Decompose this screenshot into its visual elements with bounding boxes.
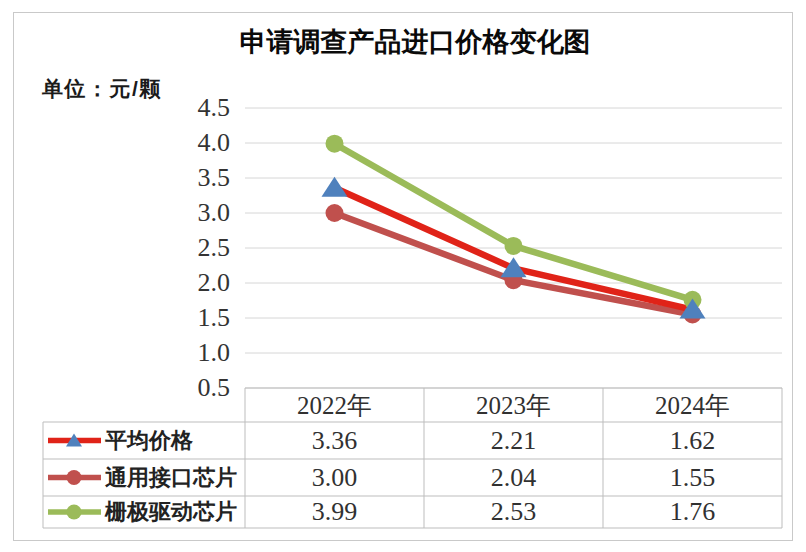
- ytick-label: 4.5: [150, 92, 230, 124]
- table-cell-0-2: 1.62: [603, 422, 782, 459]
- table-header-0: 2022年: [245, 389, 424, 423]
- series-marker-2: [326, 135, 344, 153]
- legend-label-0: 平均价格: [105, 422, 243, 459]
- ytick-label: 2.0: [150, 267, 230, 299]
- ytick-label: 3.0: [150, 197, 230, 229]
- legend-key-marker-1: [67, 470, 82, 485]
- legend-label-1: 通用接口芯片: [105, 459, 243, 496]
- ytick-label: 1.5: [150, 302, 230, 334]
- table-cell-1-2: 1.55: [603, 459, 782, 496]
- ytick-label: 3.5: [150, 162, 230, 194]
- table-cell-2-2: 1.76: [603, 496, 782, 528]
- legend-label-2: 栅极驱动芯片: [105, 496, 243, 528]
- ytick-label: 2.5: [150, 232, 230, 264]
- table-cell-0-1: 2.21: [424, 422, 603, 459]
- table-cell-2-0: 3.99: [245, 496, 424, 528]
- table-header-1: 2023年: [424, 389, 603, 423]
- ytick-label: 4.0: [150, 127, 230, 159]
- series-marker-0: [322, 177, 348, 197]
- legend-key-marker-2: [67, 505, 82, 520]
- ytick-label: 0.5: [150, 372, 230, 404]
- ytick-label: 1.0: [150, 337, 230, 369]
- table-cell-1-1: 2.04: [424, 459, 603, 496]
- table-header-2: 2024年: [603, 389, 782, 423]
- table-cell-1-0: 3.00: [245, 459, 424, 496]
- table-cell-0-0: 3.36: [245, 422, 424, 459]
- table-cell-2-1: 2.53: [424, 496, 603, 528]
- series-marker-1: [326, 204, 344, 222]
- series-marker-2: [505, 237, 523, 255]
